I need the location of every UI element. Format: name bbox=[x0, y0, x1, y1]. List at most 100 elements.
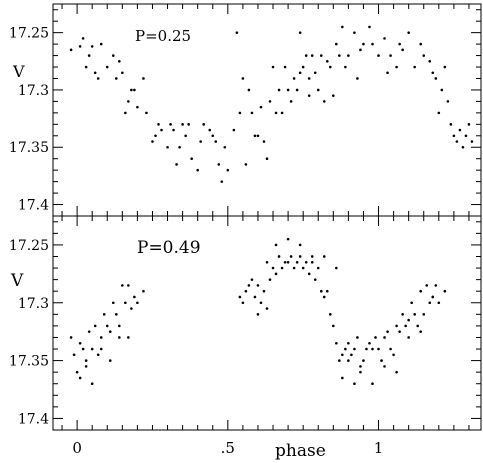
data-point bbox=[328, 313, 332, 316]
data-point bbox=[244, 289, 248, 293]
top-panel-ticks: 17.25 17.3 17.35 17.4 bbox=[9, 4, 481, 216]
data-point bbox=[247, 284, 251, 287]
data-point bbox=[196, 168, 199, 172]
data-point bbox=[461, 145, 465, 149]
data-point bbox=[398, 42, 401, 46]
data-point bbox=[99, 336, 103, 339]
data-point bbox=[187, 123, 190, 126]
data-point bbox=[407, 31, 410, 34]
data-point bbox=[90, 382, 94, 386]
data-point bbox=[289, 100, 293, 103]
bottom-panel-frame bbox=[52, 215, 482, 431]
data-point bbox=[274, 243, 278, 247]
data-point bbox=[268, 278, 272, 281]
data-point bbox=[256, 284, 260, 287]
x-tick-label: 1 bbox=[374, 439, 384, 457]
data-point bbox=[84, 365, 88, 368]
data-point bbox=[383, 365, 386, 368]
data-point bbox=[295, 260, 299, 264]
data-point bbox=[241, 301, 245, 305]
data-point bbox=[452, 134, 456, 138]
x-axis-label: phase bbox=[275, 441, 326, 461]
data-point bbox=[118, 59, 121, 63]
data-point bbox=[250, 278, 254, 281]
data-point bbox=[256, 134, 260, 138]
data-point bbox=[434, 284, 438, 287]
data-point bbox=[374, 336, 377, 339]
data-point bbox=[359, 370, 362, 374]
data-point bbox=[307, 272, 311, 276]
data-point bbox=[338, 54, 341, 57]
data-point bbox=[283, 260, 287, 264]
data-point bbox=[467, 123, 471, 126]
data-point bbox=[286, 88, 290, 92]
data-point bbox=[298, 243, 302, 247]
data-point bbox=[105, 324, 109, 328]
data-point bbox=[102, 313, 106, 316]
data-point bbox=[434, 77, 438, 80]
data-point bbox=[344, 347, 347, 351]
data-point bbox=[298, 31, 302, 34]
data-point bbox=[353, 347, 356, 351]
data-point bbox=[133, 295, 136, 299]
data-point bbox=[72, 353, 76, 357]
bottom-y-tick-label: 17.35 bbox=[9, 354, 49, 370]
data-point bbox=[365, 347, 368, 351]
data-point bbox=[142, 77, 145, 80]
data-point bbox=[310, 54, 314, 57]
data-point bbox=[301, 266, 305, 270]
data-point bbox=[199, 140, 202, 143]
data-point bbox=[133, 88, 136, 92]
data-point bbox=[223, 145, 227, 149]
data-point bbox=[277, 255, 281, 258]
data-point bbox=[75, 370, 79, 374]
data-point bbox=[443, 65, 447, 69]
data-point bbox=[262, 289, 266, 293]
data-point bbox=[386, 330, 389, 333]
data-point bbox=[69, 336, 73, 339]
data-point bbox=[356, 77, 359, 80]
data-point bbox=[341, 353, 344, 357]
data-point bbox=[437, 111, 441, 115]
data-point bbox=[114, 77, 118, 80]
data-point bbox=[322, 255, 326, 258]
data-point bbox=[114, 313, 118, 316]
data-point bbox=[431, 295, 435, 299]
data-point bbox=[271, 266, 275, 270]
data-point bbox=[359, 365, 362, 368]
data-point bbox=[289, 255, 293, 258]
data-point bbox=[332, 324, 335, 328]
data-point bbox=[404, 324, 407, 328]
data-point bbox=[127, 284, 130, 287]
data-point bbox=[307, 77, 311, 80]
data-point bbox=[247, 88, 251, 92]
bottom-panel-points bbox=[69, 237, 447, 386]
data-point bbox=[413, 65, 416, 69]
data-point bbox=[322, 100, 326, 103]
data-point bbox=[371, 382, 374, 386]
data-point bbox=[217, 163, 221, 166]
x-tick-label: 0 bbox=[72, 439, 82, 457]
data-point bbox=[96, 353, 100, 357]
data-point bbox=[130, 88, 133, 92]
data-point bbox=[274, 111, 278, 115]
data-point bbox=[154, 134, 157, 138]
data-point bbox=[253, 295, 257, 299]
bottom-y-tick-label: 17.25 bbox=[9, 238, 49, 254]
data-point bbox=[431, 71, 435, 75]
data-point bbox=[458, 128, 462, 132]
data-point bbox=[377, 347, 380, 351]
data-point bbox=[184, 134, 187, 138]
data-point bbox=[93, 324, 97, 328]
data-point bbox=[78, 376, 82, 380]
data-point bbox=[259, 301, 263, 305]
data-point bbox=[105, 65, 109, 69]
data-point bbox=[395, 65, 398, 69]
data-point bbox=[313, 278, 317, 281]
data-point bbox=[428, 301, 432, 305]
data-point bbox=[286, 237, 290, 241]
data-point bbox=[428, 59, 432, 63]
data-point bbox=[449, 123, 453, 126]
data-point bbox=[256, 313, 260, 316]
